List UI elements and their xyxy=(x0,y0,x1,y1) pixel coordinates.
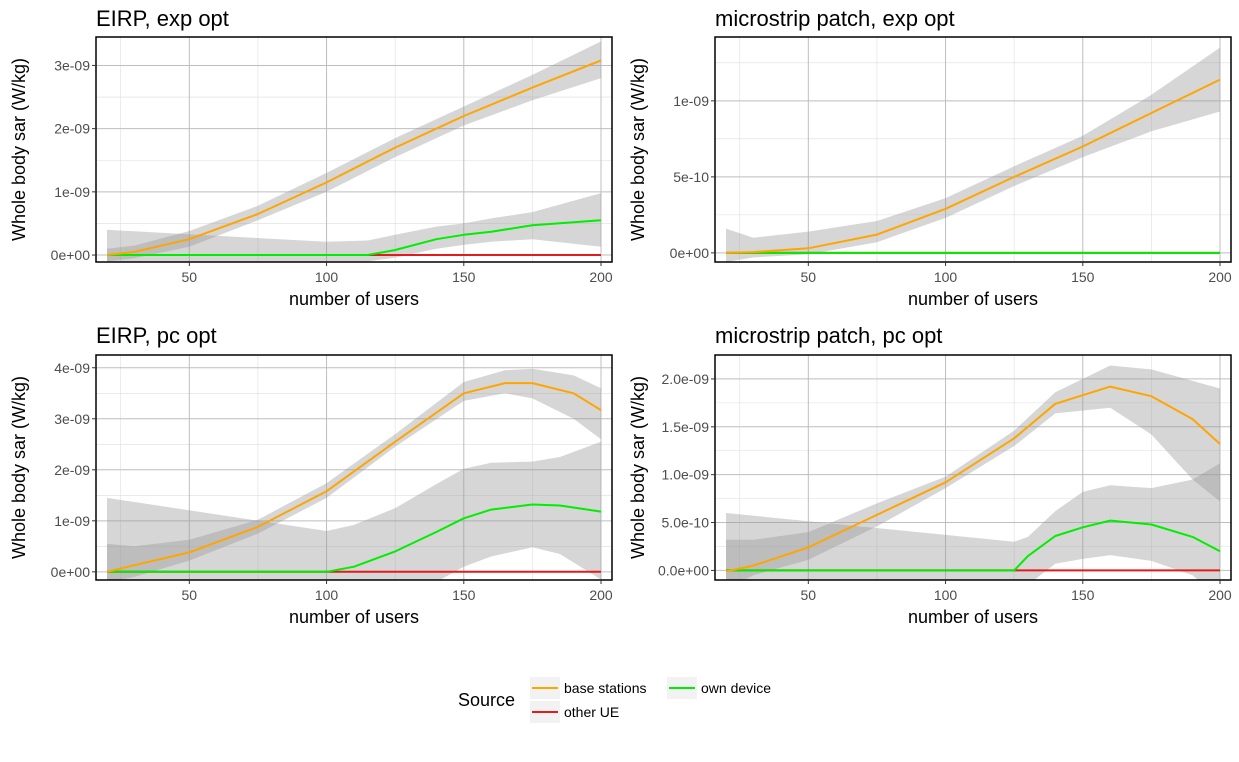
x-tick-label: 150 xyxy=(1071,269,1095,285)
plot-area xyxy=(106,41,602,262)
y-tick-label: 2e-09 xyxy=(54,462,90,478)
x-tick-label: 50 xyxy=(182,269,198,285)
panel-2: 50 100 150 200 0e+00 5e-10 1e-09 microstrip pat… xyxy=(628,6,1232,309)
y-tick-label: 0.0e+00 xyxy=(658,562,709,578)
series-line-base-stations xyxy=(725,78,1221,254)
x-axis-title: number of users xyxy=(908,607,1038,627)
chart-panels: 50 100 150 200 0e+00 1e-09 2e-09 3e-09 EIRP, exp… xyxy=(9,6,1232,627)
x-tick-label: 200 xyxy=(1208,269,1232,285)
y-tick-label: 0e+00 xyxy=(51,247,91,263)
x-tick-label: 150 xyxy=(452,587,476,603)
legend-title: Source xyxy=(458,690,515,710)
x-tick-label: 100 xyxy=(315,269,339,285)
y-tick-label: 0e+00 xyxy=(51,564,91,580)
y-tick-label: 0e+00 xyxy=(670,245,710,261)
panel-3: 50 100 150 200 0e+00 1e-09 2e-09 3e-09 4e-09 EIRP… xyxy=(9,323,613,627)
y-tick-label: 3e-09 xyxy=(54,411,90,427)
x-tick-label: 150 xyxy=(452,269,476,285)
y-tick-label: 2.0e-09 xyxy=(662,371,710,387)
x-tick-label: 150 xyxy=(1071,587,1095,603)
panel-border xyxy=(714,36,1232,263)
confidence-band-base-stations xyxy=(107,368,601,580)
y-tick-label: 3e-09 xyxy=(54,57,90,73)
y-tick-label: 1.0e-09 xyxy=(662,467,710,483)
panel-title: EIRP, exp opt xyxy=(96,6,229,31)
panel-border xyxy=(714,354,1232,581)
confidence-band-own-device xyxy=(726,463,1220,580)
y-axis-title: Whole body sar (W/kg) xyxy=(628,376,648,559)
y-tick-label: 1.5e-09 xyxy=(662,419,710,435)
panel-title: EIRP, pc opt xyxy=(96,323,217,348)
plot-area xyxy=(725,47,1221,262)
panel-border xyxy=(95,36,613,263)
legend: Source base stations own device other UE xyxy=(458,677,771,723)
x-tick-label: 100 xyxy=(934,587,958,603)
confidence-band-base-stations xyxy=(726,47,1220,262)
panel-1: 50 100 150 200 0e+00 1e-09 2e-09 3e-09 EIRP, exp… xyxy=(9,6,613,309)
y-axis-title: Whole body sar (W/kg) xyxy=(9,376,29,559)
y-tick-label: 2e-09 xyxy=(54,121,90,137)
y-axis-title: Whole body sar (W/kg) xyxy=(628,58,648,241)
x-axis-title: number of users xyxy=(289,607,419,627)
y-tick-label: 1e-09 xyxy=(673,93,709,109)
y-tick-label: 5.0e-10 xyxy=(662,515,710,531)
series-line-base-stations xyxy=(106,382,602,573)
panel-title: microstrip patch, exp opt xyxy=(715,6,955,31)
series-line-own-device xyxy=(726,519,1221,572)
y-tick-label: 1e-09 xyxy=(54,513,90,529)
y-axis-title: Whole body sar (W/kg) xyxy=(9,58,29,241)
panel-4: 50 100 150 200 0.0e+00 5.0e-10 1.0e-09 1.5e-09 2… xyxy=(628,323,1232,627)
x-tick-label: 200 xyxy=(589,587,613,603)
legend-label-other-ue: other UE xyxy=(564,704,619,720)
y-tick-label: 5e-10 xyxy=(673,169,709,185)
panel-border xyxy=(95,354,613,581)
series-line-own-device xyxy=(107,219,602,256)
series-line-own-device xyxy=(107,503,602,573)
legend-label-base-stations: base stations xyxy=(564,680,647,696)
x-tick-label: 100 xyxy=(315,587,339,603)
x-tick-label: 50 xyxy=(801,587,817,603)
confidence-band-own-device xyxy=(107,193,601,262)
x-tick-label: 50 xyxy=(182,587,198,603)
plot-area xyxy=(106,368,602,580)
x-tick-label: 50 xyxy=(801,269,817,285)
panel-title: microstrip patch, pc opt xyxy=(715,323,942,348)
x-tick-label: 200 xyxy=(589,269,613,285)
x-axis-title: number of users xyxy=(289,289,419,309)
x-tick-label: 100 xyxy=(934,269,958,285)
confidence-band-own-device xyxy=(107,441,601,580)
plot-area xyxy=(725,365,1221,580)
x-axis-title: number of users xyxy=(908,289,1038,309)
confidence-band-base-stations xyxy=(726,365,1220,580)
legend-label-own-device: own device xyxy=(701,680,771,696)
series-line-base-stations xyxy=(725,385,1221,573)
series-line-base-stations xyxy=(106,59,602,256)
x-tick-label: 200 xyxy=(1208,587,1232,603)
y-tick-label: 4e-09 xyxy=(54,360,90,376)
y-tick-label: 1e-09 xyxy=(54,184,90,200)
